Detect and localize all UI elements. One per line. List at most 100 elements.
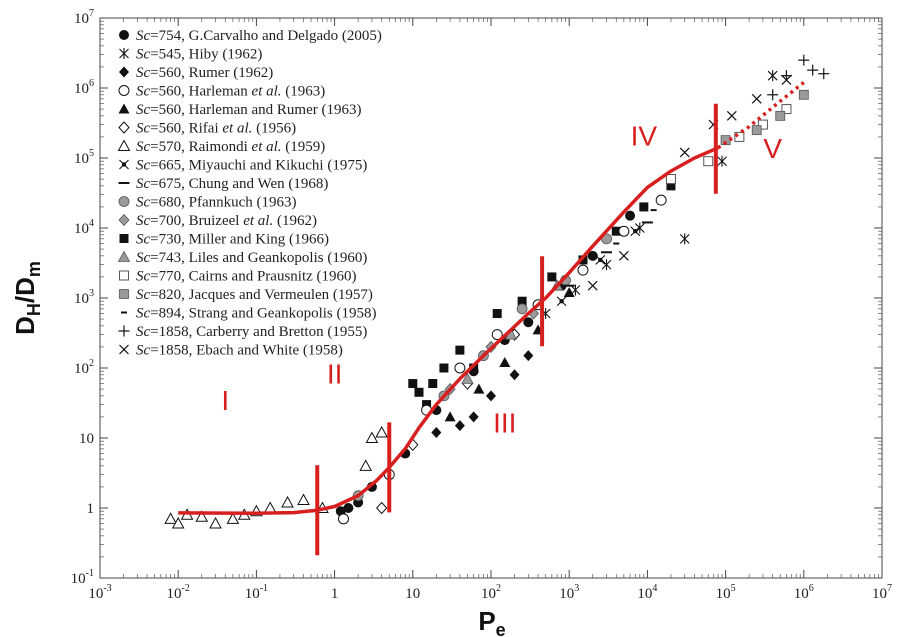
- cross-marker: [679, 147, 690, 158]
- x-tick-label: 103: [559, 583, 579, 602]
- region-label: III: [493, 407, 516, 438]
- y-tick-label: 107: [74, 8, 94, 27]
- open-circle-marker: [618, 225, 630, 237]
- legend-label: Sc=680, Pfannkuch (1963): [136, 195, 297, 211]
- gray-diamond-marker: [118, 213, 130, 227]
- open-diamond-marker: [376, 501, 388, 515]
- x-tick-label: 105: [716, 583, 736, 602]
- star-marker: [121, 162, 127, 167]
- gray-triangle-marker: [117, 250, 131, 262]
- open-triangle-marker: [171, 516, 185, 529]
- cross-marker: [618, 250, 629, 261]
- open-circle-marker: [118, 85, 130, 96]
- filled-circle-marker: [119, 30, 129, 40]
- filled-triangle-marker: [444, 411, 456, 422]
- gray-triangle-marker: [461, 372, 474, 384]
- x-tick-label: 104: [637, 583, 657, 602]
- legend-entry: Sc=743, Liles and Geankopolis (1960): [117, 250, 367, 266]
- open-triangle-marker: [117, 139, 131, 151]
- legend-label: Sc=545, Hiby (1962): [136, 47, 262, 63]
- legend-entry: Sc=1858, Ebach and White (1958): [119, 343, 343, 359]
- scatter-series: [665, 104, 792, 185]
- filled-circle-marker: [343, 503, 354, 513]
- filled-square-marker: [578, 255, 588, 265]
- open-triangle-marker: [297, 493, 310, 506]
- open-square-marker: [757, 119, 768, 130]
- region-label: II: [327, 359, 343, 390]
- legend-label: Sc=560, Rifai et al. (1956): [136, 121, 296, 137]
- legend: Sc=754, G.Carvalho and Delgado (2005) Sc=…: [117, 28, 382, 359]
- legend-label: Sc=1858, Carberry and Bretton (1955): [136, 324, 367, 340]
- plot-frame: [99, 17, 883, 579]
- y-tick-label: 1: [87, 501, 95, 517]
- legend-label: Sc=675, Chung and Wen (1968): [136, 176, 328, 192]
- filled-triangle-marker: [473, 383, 485, 394]
- scatter-series: [563, 221, 653, 287]
- star-marker: [559, 299, 564, 304]
- filled-diamond-marker: [431, 426, 442, 438]
- filled-square-marker: [414, 387, 424, 397]
- gray-square-marker: [798, 89, 809, 100]
- filled-square-marker: [428, 379, 438, 389]
- axis-labels: 10-3 10-2 10-1 1 10 102 103 104 105 106 107 10-1 1 10…: [10, 8, 892, 637]
- filled-square-marker: [517, 296, 527, 306]
- open-circle-marker: [491, 329, 503, 341]
- filled-diamond-marker: [454, 420, 465, 432]
- legend-entry: Sc=665, Miyauchi and Kikuchi (1975): [119, 158, 367, 174]
- open-circle-marker: [655, 194, 667, 206]
- legend-entry: Sc=730, Miller and King (1966): [119, 232, 329, 248]
- open-triangle-marker: [164, 512, 177, 524]
- open-triangle-marker: [365, 431, 379, 443]
- open-triangle-marker: [209, 516, 222, 529]
- y-tick-label: 106: [74, 78, 94, 97]
- x-tick-label: 10-3: [88, 583, 111, 602]
- legend-label: Sc=560, Harleman and Rumer (1963): [136, 102, 362, 118]
- open-square-marker: [665, 174, 676, 185]
- gray-square-marker: [119, 289, 129, 299]
- filled-square-marker: [119, 234, 129, 243]
- x-tick-label: 10: [405, 586, 420, 602]
- legend-entry: Sc=560, Rumer (1962): [119, 65, 273, 81]
- cross-marker: [751, 93, 762, 104]
- open-triangle-marker: [359, 459, 373, 471]
- filled-square-marker: [408, 379, 418, 389]
- filled-square-marker: [492, 309, 502, 319]
- legend-label: Sc=700, Bruizeel et al. (1962): [136, 213, 317, 229]
- filled-diamond-marker: [468, 411, 479, 423]
- x-tick-label: 107: [872, 583, 892, 602]
- y-tick-label: 104: [74, 218, 94, 237]
- filled-circle-marker: [523, 317, 534, 328]
- legend-label: Sc=754, G.Carvalho and Delgado (2005): [136, 28, 382, 44]
- gray-circle-marker: [516, 303, 528, 315]
- filled-diamond-marker: [486, 390, 496, 402]
- legend-label: Sc=560, Harleman et al. (1963): [136, 84, 325, 100]
- x-tick-label: 10-2: [167, 583, 190, 602]
- scatter-series: [556, 226, 641, 307]
- filled-diamond-marker: [509, 369, 520, 381]
- open-square-marker: [734, 131, 745, 142]
- filled-square-marker: [439, 363, 449, 373]
- scatter-series: [613, 209, 657, 245]
- region-label: IV: [631, 121, 658, 152]
- filled-triangle-marker: [499, 356, 511, 367]
- filled-diamond-marker: [523, 350, 534, 362]
- y-tick-label: 10: [79, 431, 94, 447]
- y-tick-label: 102: [74, 358, 94, 377]
- legend-entry: Sc=700, Bruizeel et al. (1962): [118, 213, 317, 229]
- open-circle-marker: [338, 513, 350, 525]
- legend-label: Sc=730, Miller and King (1966): [136, 232, 329, 248]
- open-square-marker: [781, 104, 792, 115]
- legend-entry: Sc=680, Pfannkuch (1963): [118, 195, 297, 211]
- cross-marker: [119, 344, 129, 355]
- plot-area: [99, 17, 883, 579]
- open-triangle-marker: [195, 510, 209, 522]
- filled-diamond-marker: [119, 66, 129, 78]
- filled-square-marker: [422, 400, 432, 410]
- legend-entry: Sc=560, Rifai et al. (1956): [118, 121, 296, 137]
- scatter-series: [587, 75, 792, 291]
- legend-entry: Sc=754, G.Carvalho and Delgado (2005): [119, 28, 382, 44]
- region-label: I: [221, 385, 229, 416]
- fit-curve: [178, 146, 719, 516]
- cross-marker: [726, 110, 737, 121]
- filled-circle-marker: [587, 250, 598, 261]
